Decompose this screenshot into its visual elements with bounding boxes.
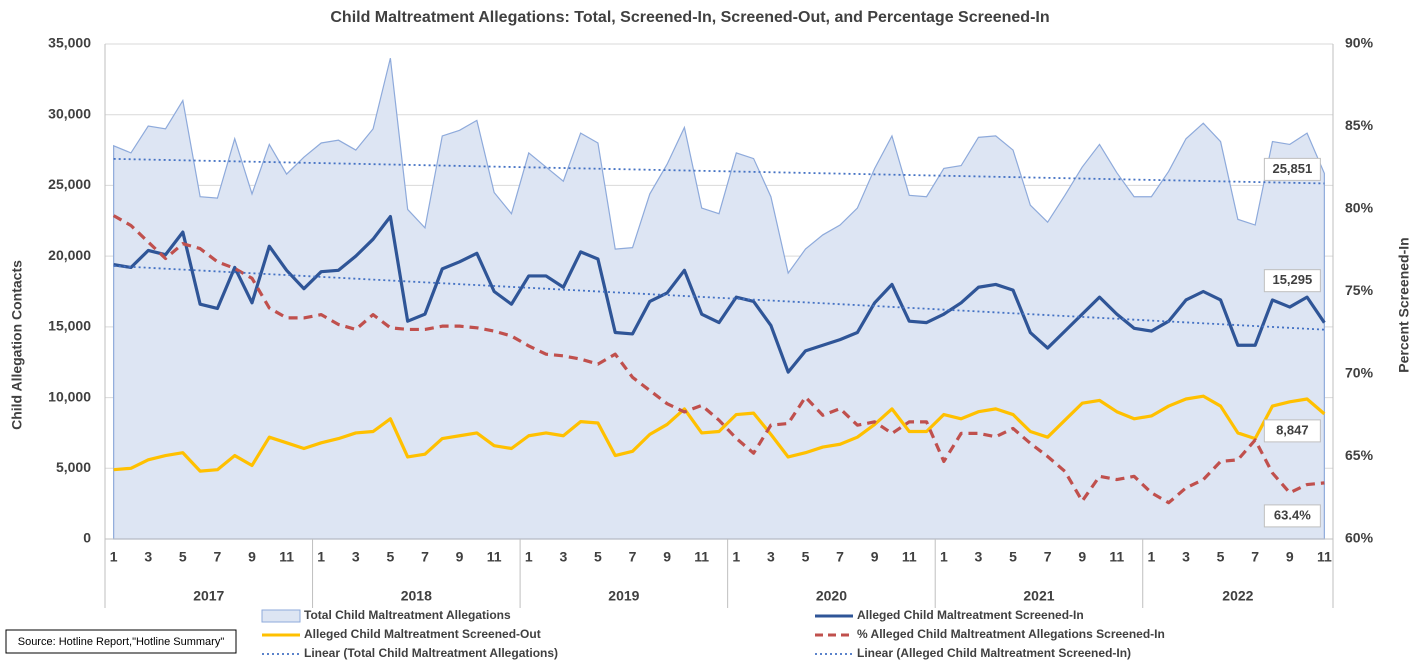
data-label: 15,295 — [1272, 272, 1312, 287]
data-label-box — [1263, 269, 1321, 293]
legend-label: Alleged Child Maltreatment Screened-Out — [304, 627, 541, 641]
x-tick-label: 5 — [179, 549, 187, 565]
y2-tick-label: 90% — [1345, 35, 1374, 51]
legend-label: % Alleged Child Maltreatment Allegations… — [857, 627, 1165, 641]
x-tick-label: 3 — [1182, 549, 1190, 565]
year-label: 2020 — [816, 588, 847, 604]
x-tick-label: 11 — [487, 549, 502, 565]
x-tick-label: 5 — [594, 549, 602, 565]
legend-swatch — [261, 609, 301, 623]
data-label-box — [1263, 419, 1321, 443]
x-tick-label: 1 — [110, 549, 118, 565]
x-tick-label: 1 — [1147, 549, 1155, 565]
legend-label: Alleged Child Maltreatment Screened-In — [857, 608, 1084, 622]
x-tick-label: 5 — [386, 549, 394, 565]
x-tick-label: 11 — [902, 549, 917, 565]
y2-tick-label: 60% — [1345, 530, 1374, 546]
x-tick-label: 1 — [525, 549, 533, 565]
line — [113, 394, 1326, 473]
legend-label: Linear (Alleged Child Maltreatment Scree… — [857, 646, 1131, 660]
line — [112, 214, 1325, 505]
y2-tick-label: 80% — [1345, 200, 1374, 216]
x-tick-label: 3 — [144, 549, 152, 565]
x-tick-label: 3 — [352, 549, 360, 565]
x-tick-label: 9 — [456, 549, 464, 565]
y2-axis-label: Percent Screened-In — [1396, 237, 1412, 372]
data-label-box — [1263, 504, 1321, 528]
y2-tick-label: 75% — [1345, 282, 1374, 298]
legend-label: Total Child Maltreatment Allegations — [304, 608, 511, 622]
y-tick-label: 15,000 — [48, 318, 91, 334]
x-tick-label: 9 — [663, 549, 671, 565]
x-tick-label: 9 — [248, 549, 256, 565]
x-tick-label: 7 — [1251, 549, 1259, 565]
x-tick-label: 9 — [1078, 549, 1086, 565]
y-tick-label: 25,000 — [48, 176, 91, 192]
y2-tick-label: 70% — [1345, 365, 1374, 381]
year-label: 2022 — [1222, 588, 1253, 604]
trendline — [113, 158, 1325, 185]
y-tick-label: 30,000 — [48, 105, 91, 121]
y-tick-label: 0 — [83, 530, 91, 546]
y2-tick-label: 65% — [1345, 447, 1374, 463]
x-tick-label: 5 — [1009, 549, 1017, 565]
legend-label: Linear (Total Child Maltreatment Allegat… — [304, 646, 558, 660]
x-tick-label: 5 — [802, 549, 810, 565]
x-tick-label: 11 — [694, 549, 709, 565]
x-tick-label: 1 — [940, 549, 948, 565]
x-tick-label: 3 — [975, 549, 983, 565]
data-label: 8,847 — [1276, 422, 1309, 437]
source-box — [5, 629, 237, 654]
year-label: 2019 — [608, 588, 639, 604]
x-tick-label: 9 — [1286, 549, 1294, 565]
x-tick-label: 7 — [421, 549, 429, 565]
year-label: 2017 — [193, 588, 224, 604]
x-tick-label: 9 — [871, 549, 879, 565]
x-tick-label: 5 — [1217, 549, 1225, 565]
x-tick-label: 7 — [629, 549, 637, 565]
x-tick-label: 7 — [836, 549, 844, 565]
data-label: 25,851 — [1272, 161, 1312, 176]
x-tick-label: 11 — [279, 549, 294, 565]
y-axis-label: Child Allegation Contacts — [9, 260, 25, 430]
year-label: 2021 — [1023, 588, 1054, 604]
y-tick-label: 20,000 — [48, 247, 91, 263]
chart-title: Child Maltreatment Allegations: Total, S… — [330, 9, 1049, 26]
x-tick-label: 1 — [317, 549, 325, 565]
source-note: Source: Hotline Report,"Hotline Summary" — [18, 636, 225, 648]
trendline — [113, 265, 1325, 331]
x-tick-label: 3 — [559, 549, 567, 565]
x-tick-label: 11 — [1109, 549, 1124, 565]
data-label: 63.4% — [1274, 507, 1311, 522]
y-tick-label: 35,000 — [48, 35, 91, 51]
x-tick-label: 7 — [214, 549, 222, 565]
x-tick-label: 11 — [1317, 549, 1332, 565]
y2-tick-label: 85% — [1345, 117, 1374, 133]
x-tick-label: 7 — [1044, 549, 1052, 565]
data-label-box — [1263, 157, 1321, 181]
x-tick-label: 1 — [732, 549, 740, 565]
x-tick-label: 3 — [767, 549, 775, 565]
y-tick-label: 5,000 — [56, 459, 91, 475]
year-label: 2018 — [401, 588, 432, 604]
y-tick-label: 10,000 — [48, 388, 91, 404]
